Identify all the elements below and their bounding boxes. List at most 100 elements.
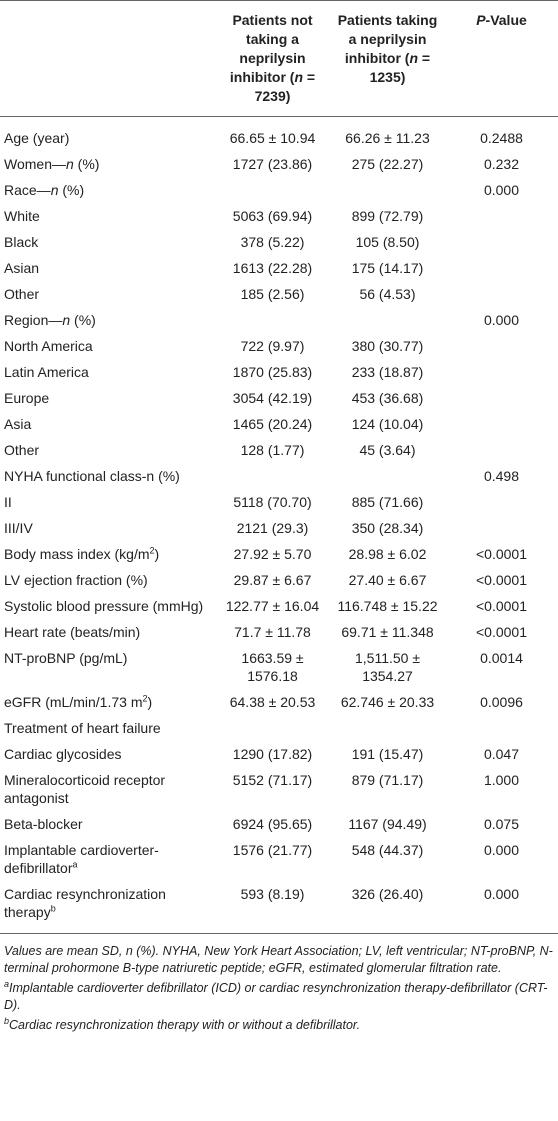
row-label: Latin America — [0, 359, 215, 385]
superscript: a — [72, 859, 78, 870]
text: (%) — [73, 156, 100, 172]
cell: <0.0001 — [476, 624, 527, 640]
text: Asia — [4, 416, 32, 432]
cell: 0.000 — [483, 886, 520, 902]
superscript: b — [4, 1015, 10, 1026]
text: Age (year) — [4, 130, 70, 146]
text: Values are mean SD, n (%). NYHA, New Yor… — [4, 944, 553, 975]
text: Race— — [4, 182, 51, 198]
cell: 1576 (21.77) — [232, 842, 313, 858]
cell: 1,511.50 ± 1354.27 — [354, 650, 421, 684]
cell: 275 (22.27) — [351, 156, 424, 172]
cell — [330, 307, 445, 333]
cell — [215, 463, 330, 489]
cell: 1.000 — [483, 772, 520, 788]
cell: 69.71 ± 11.348 — [341, 624, 434, 640]
text: Other — [4, 286, 40, 302]
row-label: LV ejection fraction (%) — [0, 567, 215, 593]
cell: 885 (71.66) — [351, 494, 424, 510]
cell: 233 (18.87) — [351, 364, 424, 380]
row-label: III/IV — [0, 515, 215, 541]
cell: 124 (10.04) — [351, 416, 424, 432]
row-label: eGFR (mL/min/1.73 m2) — [0, 689, 215, 715]
text: LV ejection fraction (%) — [4, 572, 148, 588]
cell: 548 (44.37) — [351, 842, 424, 858]
text: = 7239) — [254, 69, 316, 104]
italic-text: n — [294, 69, 304, 85]
text: Cardiac glycosides — [4, 746, 122, 762]
table-row: Asian 1613 (22.28) 175 (14.17) — [0, 255, 558, 281]
cell: <0.0001 — [476, 572, 527, 588]
text: North America — [4, 338, 93, 354]
text: Implantable cardioverter-defibrillator — [4, 842, 159, 876]
superscript: b — [50, 903, 56, 914]
table-row: Other 185 (2.56) 56 (4.53) — [0, 281, 558, 307]
footnote: aImplantable cardioverter defibrillator … — [4, 979, 554, 1014]
text: Patients taking a neprilysin inhibitor ( — [337, 12, 438, 66]
cell: 105 (8.50) — [355, 234, 420, 250]
text: Black — [4, 234, 39, 250]
table-row: Cardiac resynchronization therapyb 593 (8… — [0, 881, 558, 934]
table-row: Age (year) 66.65 ± 10.94 66.26 ± 11.23 0.24… — [0, 117, 558, 152]
text: eGFR (mL/min/1.73 m — [4, 694, 143, 710]
row-label: Region—n (%) — [0, 307, 215, 333]
cell — [215, 307, 330, 333]
cell: 1167 (94.49) — [348, 816, 427, 832]
cell: 380 (30.77) — [351, 338, 424, 354]
text: Other — [4, 442, 40, 458]
cell: 899 (72.79) — [351, 208, 424, 224]
cell: 1290 (17.82) — [232, 746, 313, 762]
table-row: Black 378 (5.22) 105 (8.50) — [0, 229, 558, 255]
text: Cardiac resynchronization therapy with o… — [9, 1018, 361, 1032]
row-label: Implantable cardioverter-defibrillatora — [0, 837, 215, 881]
italic-text: n — [409, 50, 419, 66]
cell: 593 (8.19) — [240, 886, 305, 902]
cell: 0.000 — [483, 842, 520, 858]
row-label: Age (year) — [0, 117, 215, 152]
row-label: Europe — [0, 385, 215, 411]
text: Implantable cardioverter defibrillator (… — [4, 981, 548, 1012]
superscript: 2 — [149, 545, 155, 556]
text: Treatment of heart failure — [4, 720, 161, 736]
cell — [445, 489, 558, 515]
text: Beta-blocker — [4, 816, 83, 832]
row-label: North America — [0, 333, 215, 359]
cell: 28.98 ± 6.02 — [348, 546, 427, 562]
table-row: Latin America 1870 (25.83) 233 (18.87) — [0, 359, 558, 385]
text: Region— — [4, 312, 63, 328]
cell: 1613 (22.28) — [232, 260, 313, 276]
table-row: NYHA functional class-n (%) 0.498 — [0, 463, 558, 489]
cell: 128 (1.77) — [240, 442, 305, 458]
cell: 0.0014 — [480, 650, 523, 666]
cell: 1465 (20.24) — [232, 416, 313, 432]
cell — [330, 463, 445, 489]
text: III/IV — [4, 520, 33, 536]
cell — [445, 203, 558, 229]
cell: 1663.59 ± 1576.18 — [241, 650, 304, 684]
cell: 0.2488 — [480, 130, 523, 146]
cell: 27.92 ± 5.70 — [233, 546, 312, 562]
cell: 0.075 — [483, 816, 520, 832]
cell: 62.746 ± 20.33 — [340, 694, 435, 710]
cell: 45 (3.64) — [359, 442, 416, 458]
text: Patients not taking a neprilysin inhibit… — [229, 12, 313, 85]
table-row: Cardiac glycosides 1290 (17.82) 191 (15.47… — [0, 741, 558, 767]
cell: 66.26 ± 11.23 — [345, 130, 430, 146]
row-label: NT-proBNP (pg/mL) — [0, 645, 215, 689]
table-row: Body mass index (kg/m2) 27.92 ± 5.70 28.98… — [0, 541, 558, 567]
cell: 722 (9.97) — [240, 338, 305, 354]
cell — [445, 255, 558, 281]
row-label: Mineralocorticoid receptor antagonist — [0, 767, 215, 811]
table-row: NT-proBNP (pg/mL) 1663.59 ± 1576.18 1,511.… — [0, 645, 558, 689]
cell — [215, 177, 330, 203]
text: Latin America — [4, 364, 89, 380]
text: ) — [147, 694, 153, 710]
cell: 0.000 — [483, 182, 520, 198]
table-row: Europe 3054 (42.19) 453 (36.68) — [0, 385, 558, 411]
table-row: II 5118 (70.70) 885 (71.66) — [0, 489, 558, 515]
cell: 56 (4.53) — [359, 286, 416, 302]
cell: 29.87 ± 6.67 — [233, 572, 312, 588]
header-row: Patients not taking a neprilysin inhibit… — [0, 0, 558, 117]
cell: 5152 (71.17) — [232, 772, 313, 788]
table-row: Mineralocorticoid receptor antagonist 515… — [0, 767, 558, 811]
